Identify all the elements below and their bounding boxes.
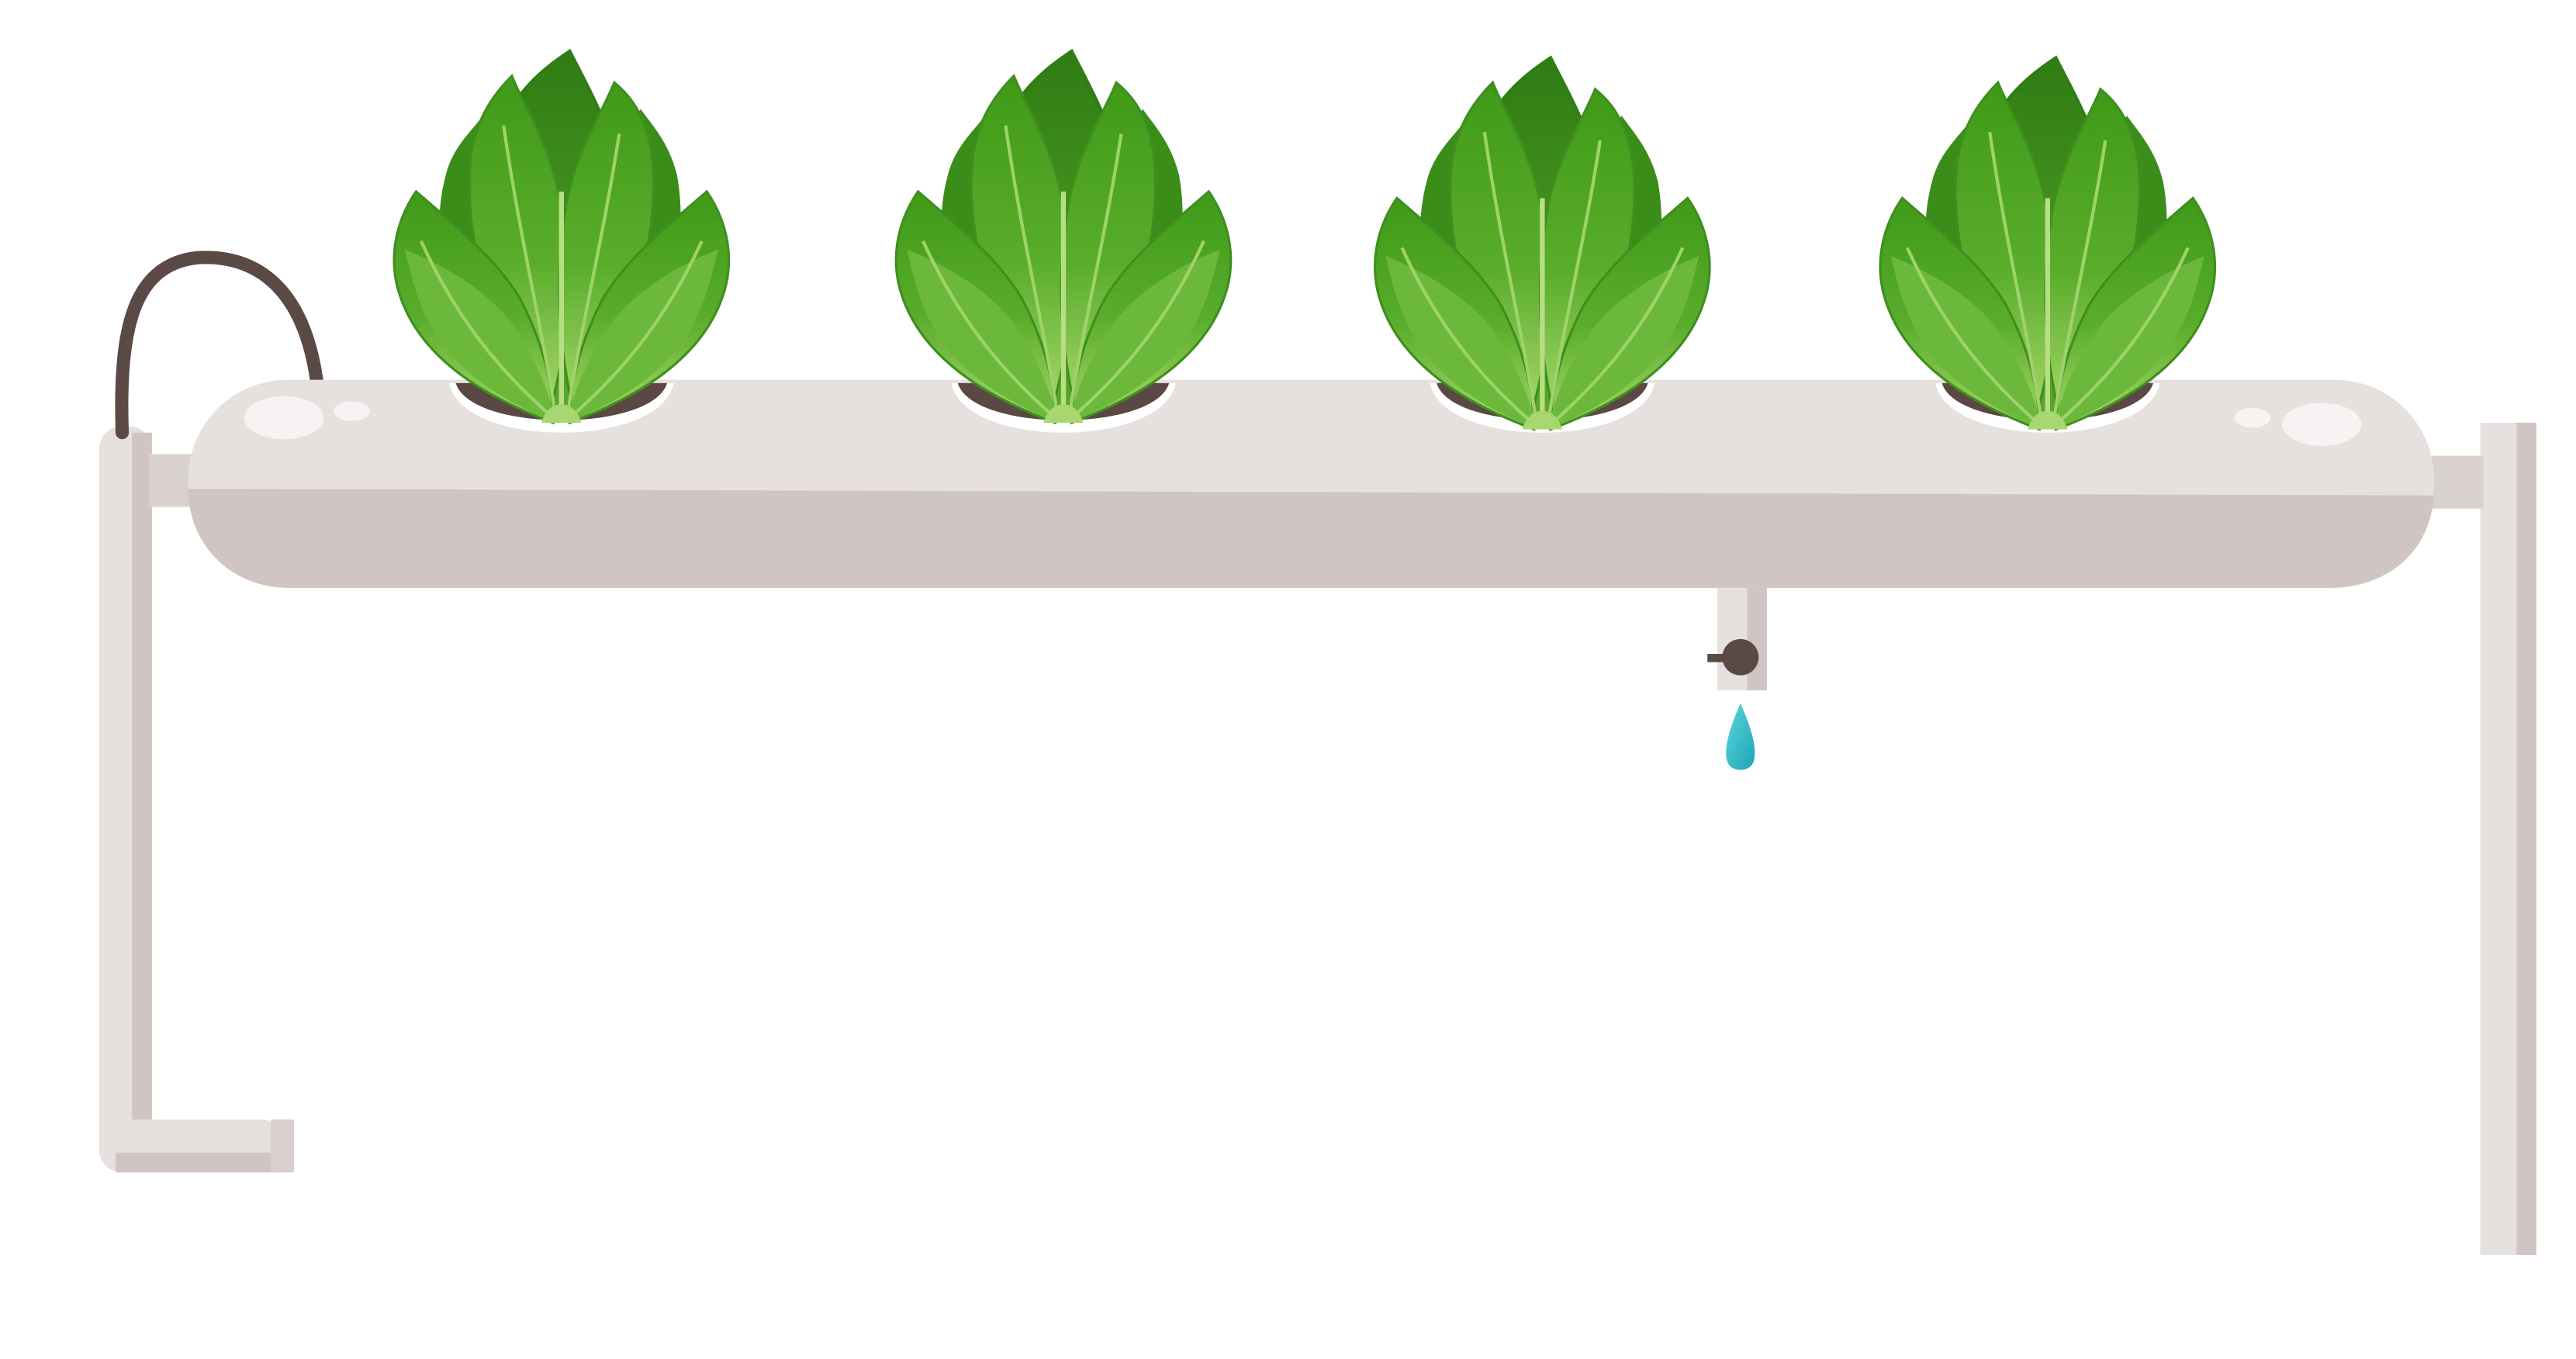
lettuce-plant-icon — [896, 51, 1231, 423]
lettuce-plant-icon — [1880, 58, 2215, 430]
valve-icon — [1707, 587, 1767, 690]
lettuce-plant-icon — [1375, 58, 1710, 430]
right-stand-pipe — [2427, 422, 2536, 1255]
left-stand-pipe — [99, 426, 294, 1173]
hose-icon — [115, 251, 324, 440]
lettuce-plant-icon — [394, 51, 729, 423]
water-drop-icon — [1726, 703, 1755, 770]
main-pipe — [188, 379, 2434, 588]
